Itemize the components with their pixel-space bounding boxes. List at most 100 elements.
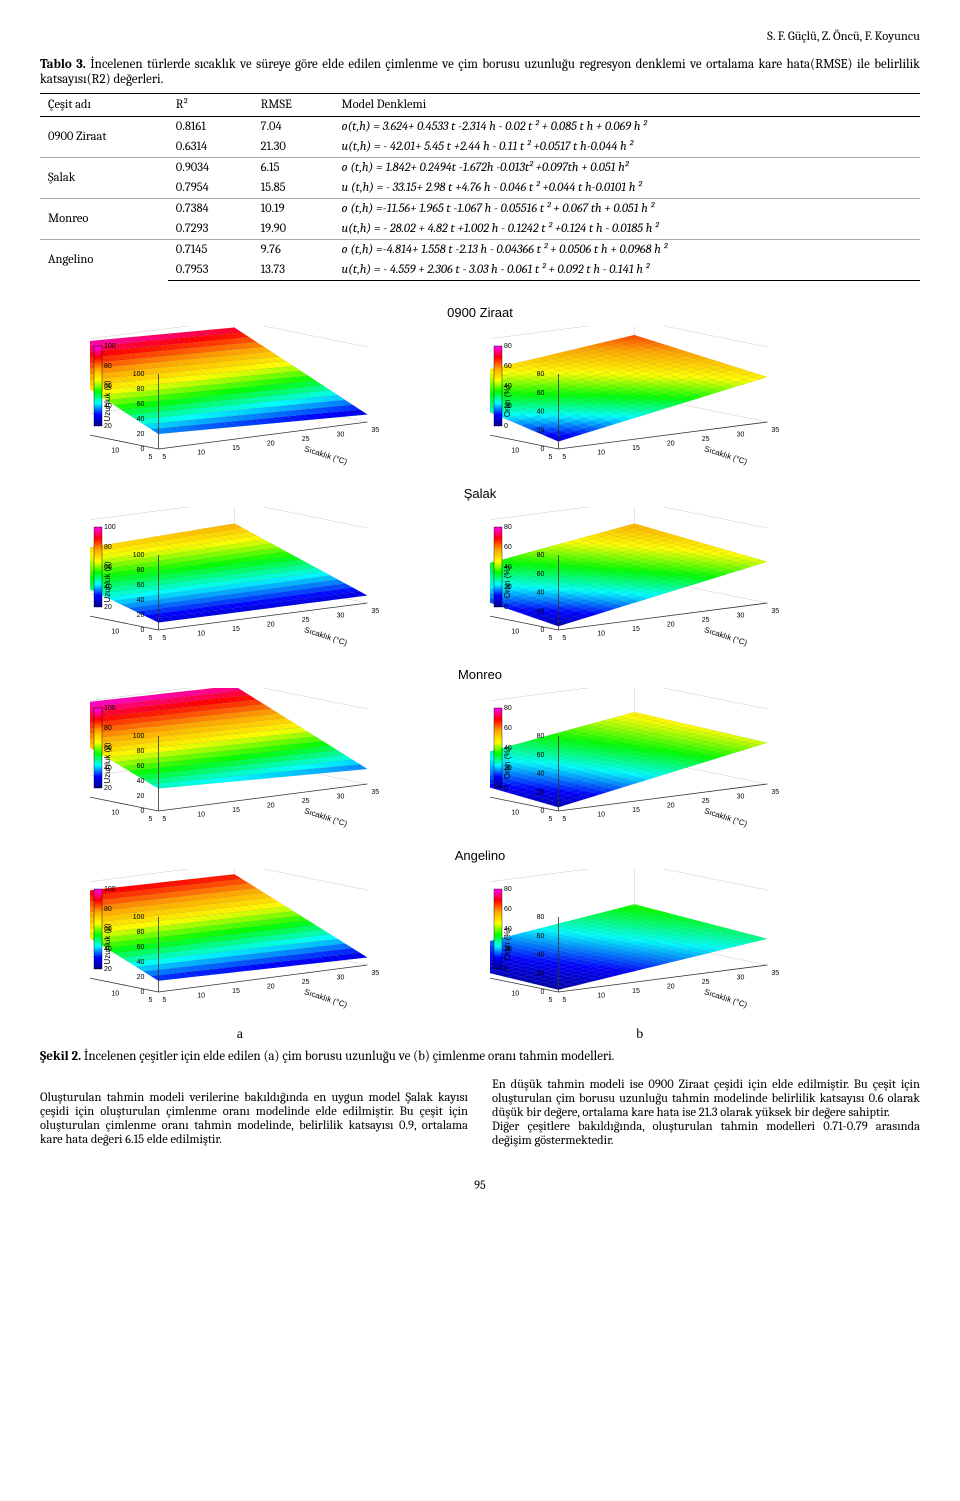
svg-text:5: 5 bbox=[548, 454, 552, 461]
svg-text:40: 40 bbox=[537, 771, 545, 778]
svg-text:20: 20 bbox=[137, 431, 145, 438]
svg-text:20: 20 bbox=[667, 441, 675, 448]
svg-text:80: 80 bbox=[137, 748, 145, 755]
svg-text:20: 20 bbox=[537, 427, 545, 434]
svg-text:10: 10 bbox=[197, 450, 205, 457]
figure-row: 0204060801005101520253035510152025 Sıcak… bbox=[90, 688, 870, 838]
figure-row: 0204060801005101520253035510152025 Sıcak… bbox=[90, 869, 870, 1019]
figure-row-title: Şalak bbox=[464, 486, 497, 501]
svg-text:20: 20 bbox=[267, 441, 275, 448]
figure-row-title: Angelino bbox=[455, 848, 506, 863]
svg-text:60: 60 bbox=[504, 906, 512, 913]
svg-text:35: 35 bbox=[371, 970, 379, 977]
svg-text:0: 0 bbox=[540, 446, 544, 453]
svg-text:80: 80 bbox=[537, 552, 545, 559]
cell-r2: 0.6314 bbox=[168, 137, 253, 158]
svg-text:30: 30 bbox=[337, 975, 345, 982]
svg-text:40: 40 bbox=[504, 564, 512, 571]
svg-text:10: 10 bbox=[597, 450, 605, 457]
svg-text:0: 0 bbox=[540, 989, 544, 996]
svg-text:0: 0 bbox=[540, 627, 544, 634]
svg-text:15: 15 bbox=[232, 445, 240, 452]
cell-eq: o (t,h) =-11.56+ 1.965 t -1.067 h - 0.05… bbox=[334, 199, 920, 220]
svg-text:35: 35 bbox=[771, 789, 779, 796]
cell-r2: 0.7953 bbox=[168, 260, 253, 281]
svg-text:60: 60 bbox=[504, 544, 512, 551]
svg-text:60: 60 bbox=[104, 383, 112, 390]
table-row: Angelino0.71459.76o (t,h) =-4.814+ 1.558… bbox=[40, 240, 920, 261]
surface-plot: 0204060805101520253035510152025 Sıcaklık… bbox=[490, 507, 870, 657]
svg-text:80: 80 bbox=[504, 705, 512, 712]
svg-text:80: 80 bbox=[504, 886, 512, 893]
svg-text:100: 100 bbox=[104, 886, 116, 893]
svg-text:10: 10 bbox=[511, 447, 519, 454]
header-authors: S. F. Güçlü, Z. Öncü, F. Koyuncu bbox=[40, 30, 920, 44]
svg-text:60: 60 bbox=[137, 763, 145, 770]
svg-text:30: 30 bbox=[737, 613, 745, 620]
svg-text:25: 25 bbox=[302, 979, 310, 986]
table-row: 0900 Ziraat0.81617.04o(t,h) = 3.624+ 0.4… bbox=[40, 117, 920, 138]
svg-text:60: 60 bbox=[104, 745, 112, 752]
svg-text:0: 0 bbox=[540, 808, 544, 815]
svg-text:20: 20 bbox=[667, 622, 675, 629]
svg-text:20: 20 bbox=[504, 946, 512, 953]
svg-text:35: 35 bbox=[771, 427, 779, 434]
svg-text:40: 40 bbox=[537, 590, 545, 597]
svg-text:20: 20 bbox=[537, 970, 545, 977]
svg-text:15: 15 bbox=[232, 807, 240, 814]
svg-text:20: 20 bbox=[504, 584, 512, 591]
svg-text:5: 5 bbox=[562, 454, 566, 461]
svg-text:25: 25 bbox=[702, 617, 710, 624]
svg-text:30: 30 bbox=[737, 432, 745, 439]
figure-row: 0204060801005101520253035510152025 Sıcak… bbox=[90, 507, 870, 657]
svg-text:10: 10 bbox=[111, 447, 119, 454]
cell-rmse: 9.76 bbox=[253, 240, 334, 261]
svg-text:25: 25 bbox=[702, 979, 710, 986]
svg-text:0: 0 bbox=[504, 423, 508, 430]
svg-text:60: 60 bbox=[537, 933, 545, 940]
cell-rmse: 6.15 bbox=[253, 158, 334, 179]
svg-text:35: 35 bbox=[371, 427, 379, 434]
svg-text:15: 15 bbox=[632, 988, 640, 995]
svg-text:35: 35 bbox=[771, 970, 779, 977]
svg-text:30: 30 bbox=[737, 794, 745, 801]
svg-text:10: 10 bbox=[511, 809, 519, 816]
svg-text:20: 20 bbox=[667, 803, 675, 810]
cell-r2: 0.8161 bbox=[168, 117, 253, 138]
svg-text:10: 10 bbox=[197, 812, 205, 819]
svg-text:100: 100 bbox=[104, 343, 116, 350]
para-left: Oluşturulan tahmin modeli verilerine bak… bbox=[40, 1091, 468, 1147]
svg-text:20: 20 bbox=[137, 974, 145, 981]
svg-text:60: 60 bbox=[137, 944, 145, 951]
svg-text:5: 5 bbox=[162, 635, 166, 642]
svg-text:5: 5 bbox=[148, 454, 152, 461]
svg-text:20: 20 bbox=[267, 803, 275, 810]
svg-text:20: 20 bbox=[267, 984, 275, 991]
figure-row-title: Monreo bbox=[458, 667, 502, 682]
col-r2: R² bbox=[168, 94, 253, 117]
svg-text:20: 20 bbox=[137, 612, 145, 619]
svg-text:35: 35 bbox=[771, 608, 779, 615]
svg-text:80: 80 bbox=[104, 363, 112, 370]
svg-text:60: 60 bbox=[537, 390, 545, 397]
regression-table: Çeşit adı R² RMSE Model Denklemi 0900 Zi… bbox=[40, 93, 920, 281]
svg-text:5: 5 bbox=[548, 816, 552, 823]
figure-grid: 0900 Ziraat 0204060801005101520253035510… bbox=[40, 299, 920, 1019]
svg-text:Sıcaklık (°C): Sıcaklık (°C) bbox=[303, 444, 348, 466]
svg-text:20: 20 bbox=[504, 765, 512, 772]
discussion-text: Oluşturulan tahmin modeli verilerine bak… bbox=[40, 1078, 920, 1160]
svg-text:80: 80 bbox=[537, 371, 545, 378]
svg-text:80: 80 bbox=[137, 567, 145, 574]
svg-text:25: 25 bbox=[702, 798, 710, 805]
cell-rmse: 7.04 bbox=[253, 117, 334, 138]
svg-text:0: 0 bbox=[504, 604, 508, 611]
svg-text:30: 30 bbox=[337, 613, 345, 620]
svg-text:80: 80 bbox=[537, 733, 545, 740]
svg-text:0: 0 bbox=[140, 989, 144, 996]
svg-text:20: 20 bbox=[104, 604, 112, 611]
svg-text:Sıcaklık (°C): Sıcaklık (°C) bbox=[703, 806, 748, 828]
svg-text:10: 10 bbox=[111, 628, 119, 635]
svg-text:10: 10 bbox=[597, 631, 605, 638]
svg-text:60: 60 bbox=[137, 582, 145, 589]
svg-text:100: 100 bbox=[133, 914, 145, 921]
